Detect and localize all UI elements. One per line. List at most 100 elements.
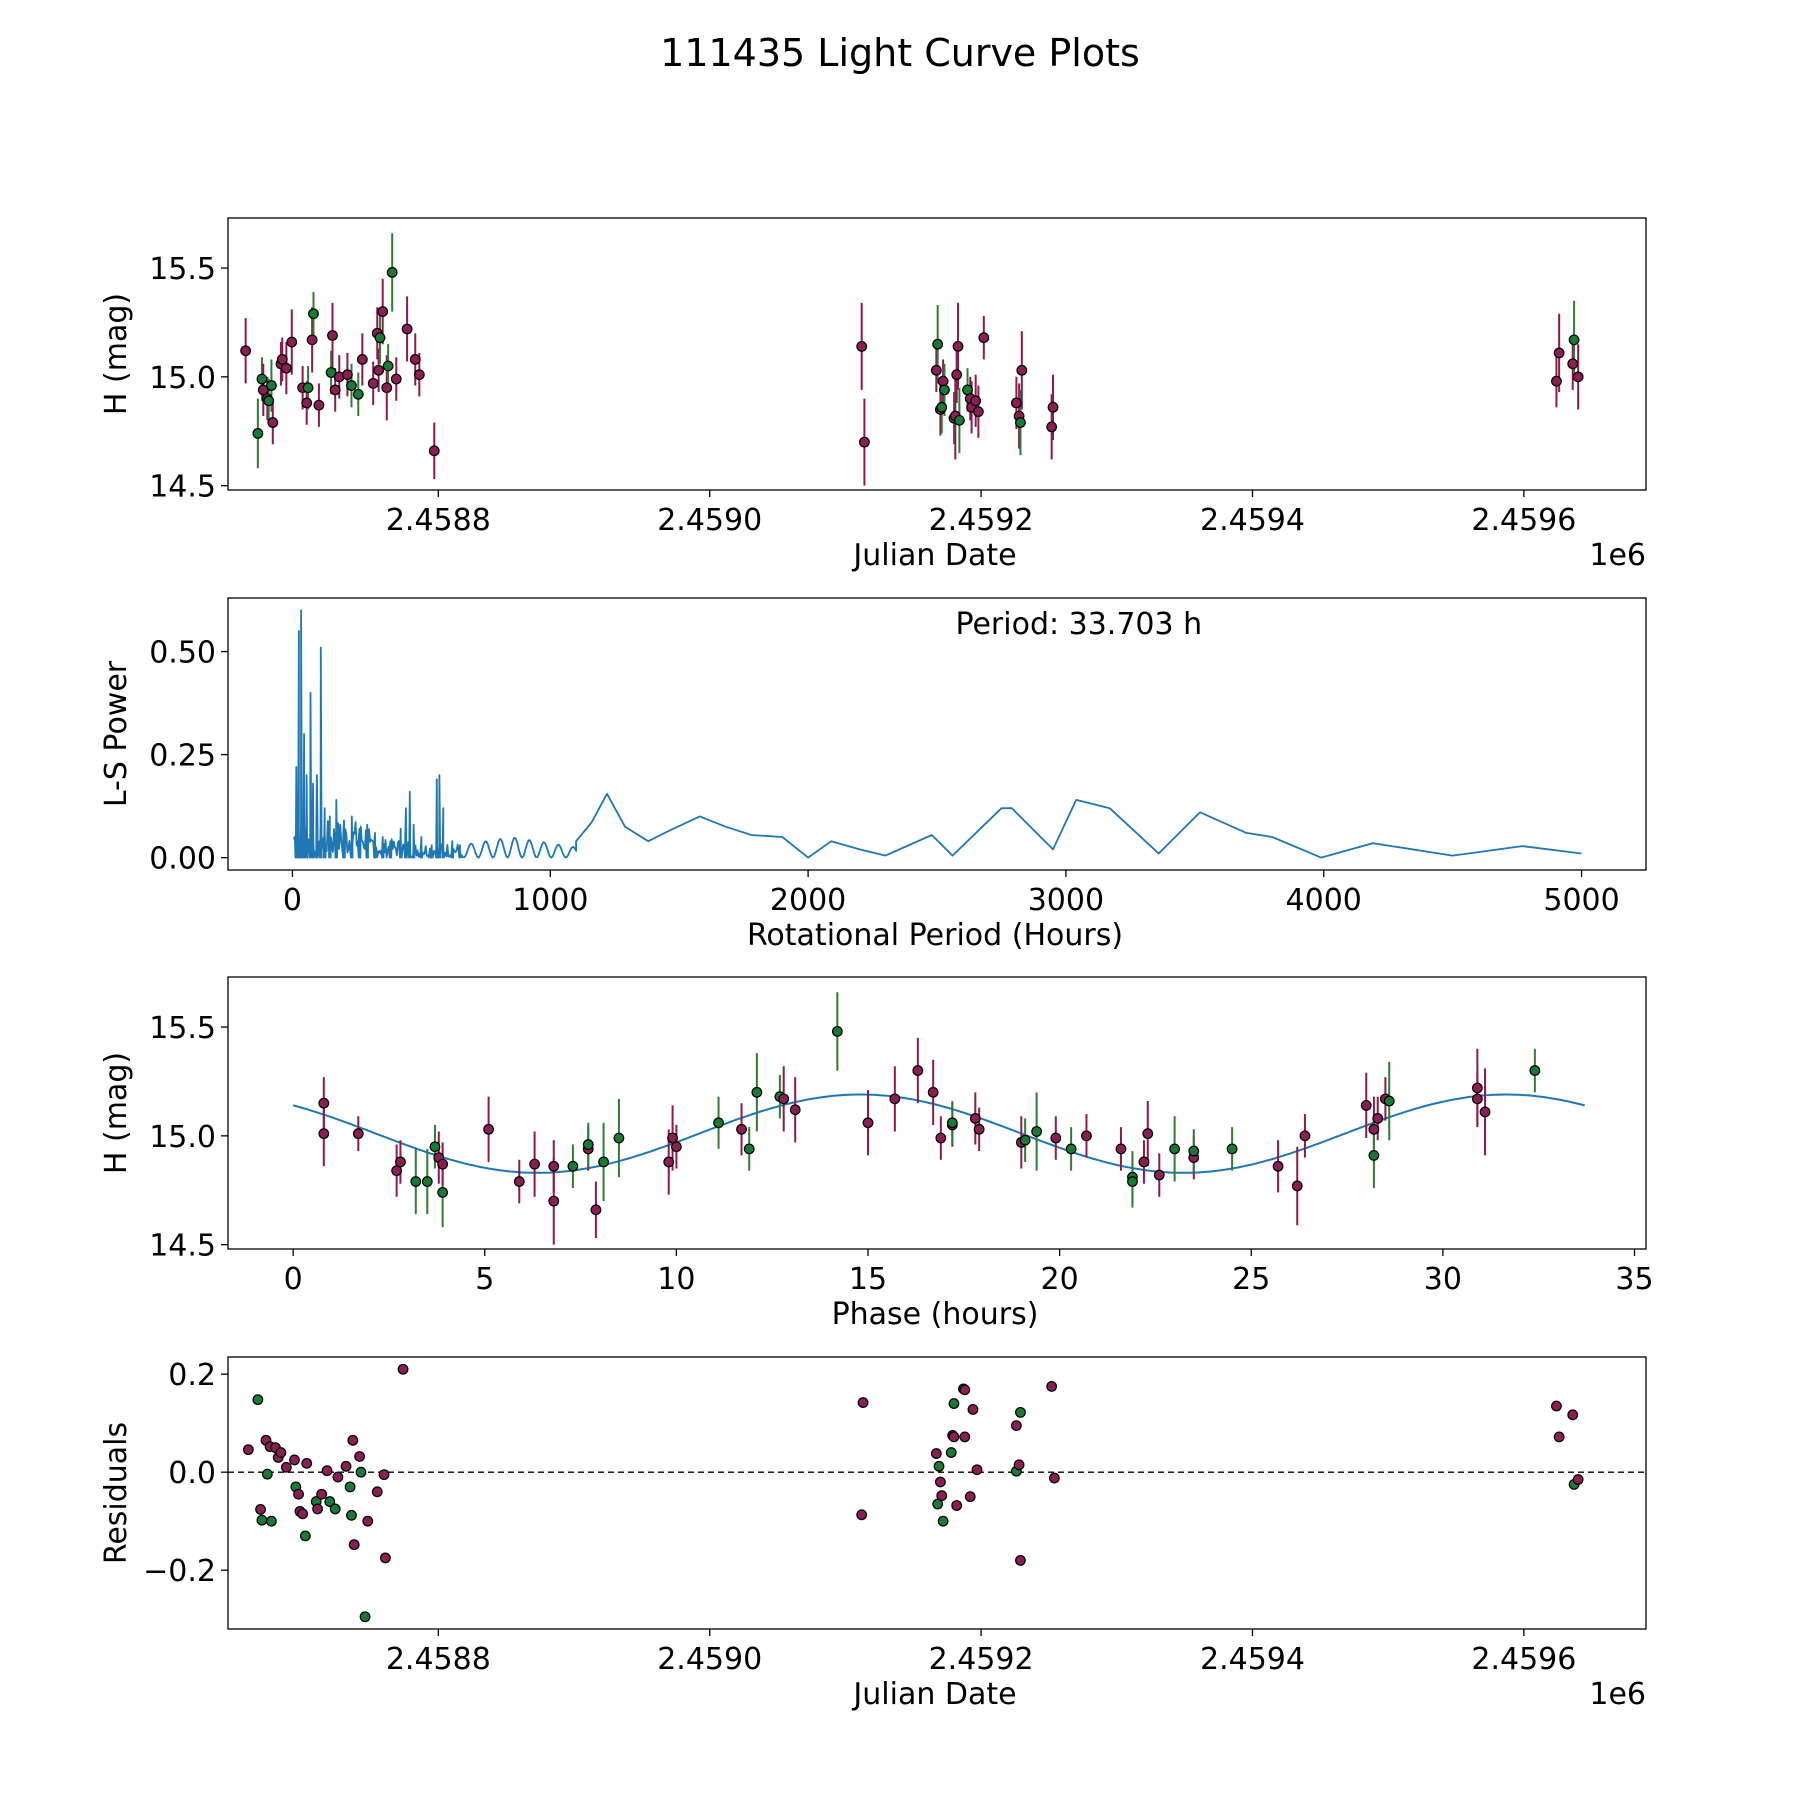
data-point <box>410 1176 422 1187</box>
data-point <box>1572 371 1584 383</box>
data-point <box>1572 1474 1584 1485</box>
data-point <box>367 377 379 389</box>
data-point <box>934 1476 946 1488</box>
y-tick-label: 0.00 <box>149 842 216 877</box>
data-point <box>354 1451 366 1462</box>
data-point <box>344 1481 356 1493</box>
data-point <box>421 1176 433 1187</box>
data-point <box>276 354 288 365</box>
data-point <box>1065 1143 1077 1155</box>
data-point <box>386 267 398 278</box>
plot-area-lightcurve <box>240 233 1584 486</box>
data-point <box>240 345 252 357</box>
y-tick-label: 14.5 <box>149 470 216 505</box>
data-point <box>590 1204 602 1216</box>
x-tick-label: 0 <box>283 883 302 918</box>
data-point <box>912 1065 924 1076</box>
y-tick-label: 15.5 <box>149 1011 216 1046</box>
data-point <box>751 1086 763 1098</box>
data-point <box>380 1552 391 1564</box>
data-point <box>1010 397 1022 409</box>
data-point <box>1050 1132 1062 1144</box>
x-tick-label: 2000 <box>770 883 846 918</box>
x-tick-label: 25 <box>1232 1262 1270 1297</box>
data-point <box>437 1158 449 1170</box>
data-point <box>736 1123 747 1135</box>
data-point <box>378 1469 390 1481</box>
data-point <box>377 306 389 317</box>
data-point <box>397 1363 409 1375</box>
data-point <box>275 1447 287 1458</box>
data-point <box>1015 1406 1026 1418</box>
x-tick-label: 5 <box>475 1262 494 1297</box>
data-point <box>306 334 318 346</box>
y-axis-label: H (mag) <box>99 1052 134 1174</box>
data-point <box>1299 1130 1311 1142</box>
data-point <box>390 373 402 385</box>
x-axis-label: Julian Date <box>851 1677 1016 1712</box>
data-point <box>255 1504 266 1515</box>
data-point <box>324 1496 336 1507</box>
data-point <box>567 1160 579 1172</box>
data-point <box>1471 1093 1483 1105</box>
figure-title: 111435 Light Curve Plots <box>660 31 1140 75</box>
data-point <box>302 382 314 394</box>
data-point <box>327 330 338 341</box>
data-point <box>316 1488 328 1500</box>
x-tick-label: 3000 <box>1028 883 1104 918</box>
x-tick-label: 2.4588 <box>386 503 491 538</box>
data-point <box>967 1404 979 1415</box>
plot-area-residuals <box>228 1363 1646 1623</box>
data-point <box>289 1454 300 1466</box>
data-point <box>1127 1176 1138 1187</box>
x-tick-label: 20 <box>1041 1262 1079 1297</box>
x-tick-label: 10 <box>657 1262 695 1297</box>
plot-frame <box>227 597 1647 871</box>
data-point <box>342 369 353 381</box>
data-point <box>301 1457 313 1469</box>
data-point <box>297 1508 309 1520</box>
data-point <box>280 362 292 374</box>
y-tick-label: 15.5 <box>149 252 216 287</box>
data-point <box>1081 1130 1092 1142</box>
data-point <box>952 340 964 352</box>
data-point <box>352 1128 364 1140</box>
data-point <box>280 1461 292 1473</box>
data-point <box>256 1514 268 1526</box>
data-point <box>332 1471 344 1483</box>
x-tick-label: 30 <box>1424 1262 1462 1297</box>
data-point <box>513 1176 525 1187</box>
data-point <box>1272 1160 1284 1172</box>
x-tick-label: 2.4594 <box>1200 1642 1305 1677</box>
data-point <box>978 332 990 344</box>
data-point <box>391 1165 403 1177</box>
x-tick-label: 0 <box>284 1262 303 1297</box>
data-point <box>889 1093 901 1105</box>
data-point <box>713 1117 724 1129</box>
data-point <box>1047 401 1059 413</box>
data-point <box>670 1141 682 1153</box>
data-point <box>953 414 965 426</box>
data-point <box>937 375 949 387</box>
data-point <box>856 340 868 352</box>
data-point <box>362 1515 374 1527</box>
data-point <box>257 384 269 396</box>
periodogram-line <box>292 609 1582 859</box>
y-tick-label: 0.2 <box>168 1358 216 1393</box>
data-point <box>859 436 870 448</box>
plot-frame <box>227 217 1647 491</box>
data-point <box>293 1488 304 1500</box>
data-point <box>930 1448 942 1459</box>
data-point <box>1048 1472 1060 1484</box>
data-point <box>1368 1150 1380 1161</box>
data-point <box>932 338 944 350</box>
data-point <box>946 1117 958 1129</box>
data-point <box>371 1486 383 1498</box>
x-tick-label: 2.4594 <box>1200 503 1305 538</box>
x-tick-label: 5000 <box>1543 883 1619 918</box>
data-point <box>743 1143 755 1155</box>
data-point <box>1553 1431 1565 1443</box>
data-point <box>1015 417 1026 428</box>
